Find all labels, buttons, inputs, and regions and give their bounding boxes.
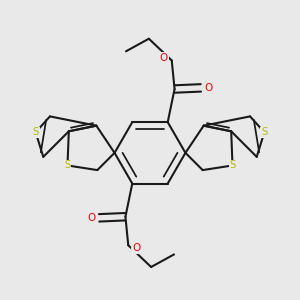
Text: S: S xyxy=(32,127,39,137)
Text: S: S xyxy=(230,160,236,170)
Text: O: O xyxy=(204,83,212,93)
Text: O: O xyxy=(160,52,168,63)
Text: S: S xyxy=(261,127,268,137)
Text: O: O xyxy=(132,243,140,253)
Text: O: O xyxy=(88,213,96,223)
Text: S: S xyxy=(64,160,70,170)
